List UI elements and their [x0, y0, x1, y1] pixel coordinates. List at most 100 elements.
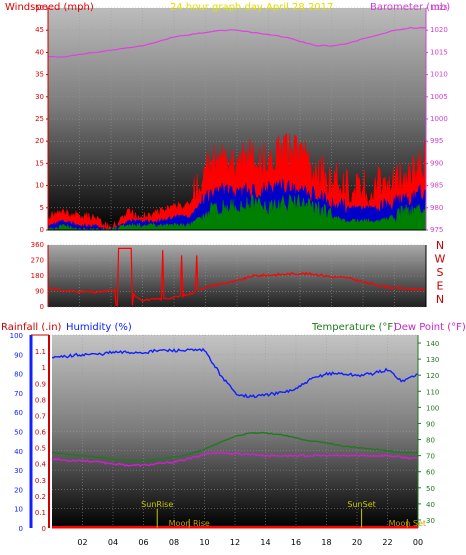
- dewpoint-axis-label: Dew Point (°F): [394, 322, 466, 333]
- temperature-axis-label: Temperature (°F): [311, 322, 397, 333]
- x-tick-label: 10: [199, 538, 209, 547]
- temperature-tick-label: 80: [426, 437, 435, 445]
- compass-label: N: [436, 293, 444, 306]
- barometer-tick-label: 1025: [430, 4, 448, 12]
- x-tick-label: 04: [108, 538, 118, 547]
- temperature-line: [52, 431, 419, 462]
- wind-tick-label: 20: [35, 137, 44, 145]
- event-marker-label: SunSet: [347, 500, 375, 509]
- rain-tick-label: 0: [42, 525, 46, 533]
- direction-tick-label: 90: [35, 288, 44, 296]
- temperature-tick-label: 90: [426, 420, 435, 428]
- x-tick-label: 12: [233, 233, 242, 241]
- rain-tick-label: 0.2: [35, 493, 46, 501]
- x-tick-label: 20: [359, 233, 368, 241]
- x-tick-label: 02: [77, 538, 87, 547]
- direction-tick-label: 360: [31, 241, 44, 249]
- x-tick-label: 18: [327, 233, 336, 241]
- barometer-tick-label: 990: [430, 159, 443, 167]
- wind-gust-area: [47, 133, 427, 231]
- humidity-tick-label: 90: [14, 351, 23, 359]
- temperature-tick-label: 40: [426, 501, 435, 509]
- x-tick-label: 14: [264, 233, 273, 241]
- humidity-tick-label: 70: [14, 390, 23, 398]
- rain-tick-label: 0.6: [35, 429, 47, 437]
- compass-label: S: [437, 266, 444, 279]
- barometer-line: [47, 26, 427, 58]
- humidity-tick-label: 40: [14, 448, 23, 456]
- event-marker-label: SunRise: [141, 500, 173, 509]
- rain-tick-label: 0.5: [35, 445, 46, 453]
- compass-label: E: [437, 280, 444, 293]
- direction-line: [47, 247, 427, 306]
- rain-tick-label: 0.7: [35, 412, 46, 420]
- barometer-tick-label: 1015: [430, 48, 448, 56]
- humidity-tick-label: 20: [14, 486, 23, 494]
- compass-label: N: [436, 239, 444, 252]
- direction-grid: [48, 244, 427, 308]
- wind-tick-label: 25: [35, 115, 44, 123]
- direction-tick-label: 270: [31, 257, 44, 265]
- temperature-tick-label: 120: [426, 372, 439, 380]
- wind-barometer-panel: 0510152025303540455097598098599099510001…: [5, 2, 450, 241]
- x-tick-label: 14: [260, 538, 270, 547]
- direction-axes: 360 270 180 90 0: [31, 241, 427, 311]
- direction-tick-label: 0: [40, 303, 44, 311]
- rain-tick-label: 0.1: [35, 509, 46, 517]
- x-tick-label: 06: [138, 233, 147, 241]
- humidity-tick-label: 30: [14, 467, 23, 475]
- event-marker-label: Moon Set: [389, 519, 426, 528]
- x-tick-label: 04: [107, 233, 116, 241]
- x-tick-label: 22: [382, 538, 392, 547]
- wind-tick-label: 30: [35, 93, 44, 101]
- humidity-line: [51, 347, 419, 399]
- barometer-tick-label: 995: [430, 137, 443, 145]
- temperature-tick-label: 130: [426, 356, 439, 364]
- rain-tick-label: 0.4: [35, 461, 47, 469]
- x-tick-label: 18: [321, 538, 331, 547]
- rain-tick-label: 0.8: [35, 396, 46, 404]
- barometer-tick-label: 1000: [430, 115, 448, 123]
- direction-series: [47, 247, 427, 306]
- humidity-tick-label: 0: [19, 525, 23, 533]
- wind-tick-label: 40: [35, 48, 44, 56]
- wind-tick-label: 5: [40, 204, 44, 212]
- humidity-tick-label: 50: [14, 429, 23, 437]
- x-tick-label: 00: [413, 538, 423, 547]
- barometer-tick-label: 980: [430, 204, 443, 212]
- rain-tick-label: 0.9: [35, 380, 46, 388]
- wind-tick-label: 45: [35, 26, 44, 34]
- temperature-tick-label: 60: [426, 469, 435, 477]
- x-tick-label: 08: [170, 233, 179, 241]
- wind-tick-label: 15: [35, 159, 44, 167]
- wind-tick-label: 50: [35, 4, 44, 12]
- sun-moon-markers: SunRise SunSet Moon Rise Moon Set: [141, 500, 426, 528]
- wind-tick-label: 10: [35, 182, 44, 190]
- x-tick-label: 16: [296, 233, 305, 241]
- rain-tick-label: 0.3: [35, 477, 46, 485]
- temperature-tick-label: 100: [426, 404, 439, 412]
- x-tick-label: 12: [230, 538, 240, 547]
- x-tick-label: 06: [138, 538, 148, 547]
- x-tick-label: 00: [422, 233, 431, 241]
- rainfall-axis-label: Rainfall (.in): [1, 322, 62, 333]
- wind-axes: 0510152025303540455097598098599099510001…: [35, 4, 448, 241]
- barometer-tick-label: 985: [430, 182, 443, 190]
- compass-label: W: [435, 253, 446, 266]
- direction-tick-label: 180: [31, 272, 44, 280]
- wind-tick-label: 0: [40, 226, 44, 234]
- temperature-tick-label: 140: [426, 340, 439, 348]
- dewpoint-line: [51, 451, 419, 468]
- barometer-axis-label: Barometer (mb): [370, 2, 450, 13]
- temperature-tick-label: 30: [426, 517, 435, 525]
- barometer-tick-label: 1005: [430, 93, 448, 101]
- humidity-tick-label: 100: [10, 332, 23, 340]
- humidity-tick-label: 60: [14, 409, 23, 417]
- rain-tick-label: 1.1: [35, 348, 46, 356]
- humidity-temperature-axes: 0 10 20 30 40 50 60 70 80 90 100 0 0.1 0.2 0.3 0.4 0.5 0.…: [10, 332, 440, 547]
